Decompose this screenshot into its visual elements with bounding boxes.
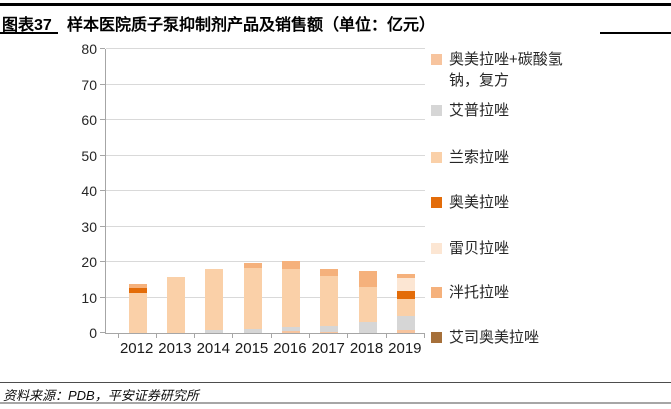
bar-segment — [320, 276, 339, 333]
x-axis-category-label: 2012 — [119, 340, 154, 357]
source-note: 资料来源：PDB，平安证券研究所 — [3, 388, 199, 403]
footer-top-rule — [0, 382, 671, 383]
x-axis-category-label: 2013 — [158, 340, 192, 357]
legend-item: 泮托拉唑 — [431, 282, 569, 303]
legend-label: 兰索拉唑 — [449, 149, 510, 166]
x-axis-tick — [194, 333, 196, 338]
x-axis-category-label: 2017 — [311, 340, 345, 357]
x-axis-category-label: 2016 — [273, 340, 307, 357]
bar-segment — [320, 325, 339, 333]
bar-segment — [243, 329, 262, 333]
x-axis-tick — [232, 333, 234, 338]
header-right-rule — [600, 32, 671, 34]
x-axis-category-label: 2018 — [349, 340, 384, 357]
legend-marker — [431, 54, 442, 65]
y-axis-tick-label: 60 — [81, 112, 97, 128]
header-top-rule — [0, 3, 671, 6]
gridline — [106, 119, 425, 120]
legend-item: 奥美拉唑 — [431, 192, 569, 213]
legend-label: 艾普拉唑 — [449, 102, 510, 119]
legend-item: 奥美拉唑+碳酸氢钠，复方 — [431, 49, 569, 91]
legend-label: 艾司奥美拉唑 — [449, 329, 540, 346]
bar-segment — [205, 329, 224, 333]
y-axis-tick — [100, 83, 105, 85]
gridline — [106, 48, 425, 49]
legend-label: 雷贝拉唑 — [449, 240, 510, 257]
bar-segment — [320, 332, 339, 333]
legend-item: 兰索拉唑 — [431, 147, 569, 168]
bar-segment — [281, 327, 300, 333]
footer-bottom-rule — [0, 402, 671, 404]
gridline — [106, 190, 425, 191]
x-axis-tick — [155, 333, 157, 338]
x-axis-category-label: 2015 — [234, 340, 269, 357]
bar-segment — [281, 331, 300, 333]
legend-marker — [431, 105, 442, 116]
chart-legend: 奥美拉唑+碳酸氢钠，复方艾普拉唑兰索拉唑奥美拉唑雷贝拉唑泮托拉唑艾司奥美拉唑 — [431, 49, 671, 349]
bar-segment — [205, 269, 224, 333]
y-axis-tick-label: 50 — [81, 147, 97, 164]
y-axis-tick-label: 0 — [89, 325, 97, 341]
legend-item: 艾司奥美拉唑 — [431, 327, 569, 348]
x-axis-category-label: 2014 — [196, 340, 230, 357]
figure-title: 样本医院质子泵抑制剂产品及销售额（单位：亿元） — [67, 17, 436, 34]
y-axis-tick-label: 30 — [81, 218, 97, 235]
x-axis-labels: 2012 2013 2014 2015 2016 2017 2018 2019 — [105, 340, 424, 360]
x-axis-tick — [347, 333, 349, 338]
y-axis-tick-label: 70 — [81, 76, 97, 93]
legend-item: 艾普拉唑 — [431, 100, 569, 121]
x-axis-tick — [424, 333, 425, 338]
gridline — [106, 261, 425, 262]
x-axis-tick — [270, 333, 272, 338]
y-axis-tick — [100, 190, 105, 191]
bar-segment — [396, 315, 415, 333]
bar-segment — [128, 293, 147, 333]
y-axis-tick-label: 40 — [81, 183, 97, 199]
y-axis-tick — [100, 225, 105, 227]
legend-marker — [431, 197, 442, 208]
plot-area — [100, 48, 425, 338]
y-axis-tick — [100, 154, 105, 156]
y-axis-tick — [100, 296, 105, 298]
legend-label: 奥美拉唑 — [449, 194, 510, 211]
y-axis-tick — [100, 119, 105, 120]
y-axis-tick-label: 10 — [81, 289, 97, 306]
bar-segment — [396, 330, 415, 333]
gridline — [106, 154, 425, 156]
bar-segment — [358, 287, 377, 333]
gridline — [106, 225, 425, 227]
gridline — [106, 296, 425, 298]
bar-segment — [281, 269, 300, 333]
y-axis-tick-label: 80 — [81, 41, 97, 57]
bar-segment — [358, 321, 377, 333]
x-axis-tick — [385, 333, 387, 338]
legend-marker — [431, 287, 442, 298]
legend-item: 雷贝拉唑 — [431, 238, 569, 259]
bar-segment — [166, 276, 185, 333]
y-axis-tick-label: 20 — [81, 254, 97, 270]
legend-label: 泮托拉唑 — [449, 284, 510, 301]
figure-label: 图表37 — [2, 17, 52, 34]
y-axis-tick — [100, 332, 105, 333]
x-axis-category-label: 2019 — [388, 340, 422, 357]
bar-segment — [243, 267, 262, 333]
legend-marker — [431, 152, 442, 163]
gridline — [106, 83, 425, 85]
y-axis-labels: 0 10 20 30 40 50 60 70 80 — [55, 42, 97, 340]
legend-label: 奥美拉唑+碳酸氢钠，复方 — [449, 51, 563, 89]
x-axis-tick — [117, 333, 119, 338]
legend-marker — [431, 332, 442, 343]
legend-marker — [431, 243, 442, 254]
figure-label-underline — [0, 32, 58, 34]
y-axis-tick — [100, 48, 105, 49]
y-axis-tick — [100, 261, 105, 262]
x-axis-tick — [309, 333, 311, 338]
